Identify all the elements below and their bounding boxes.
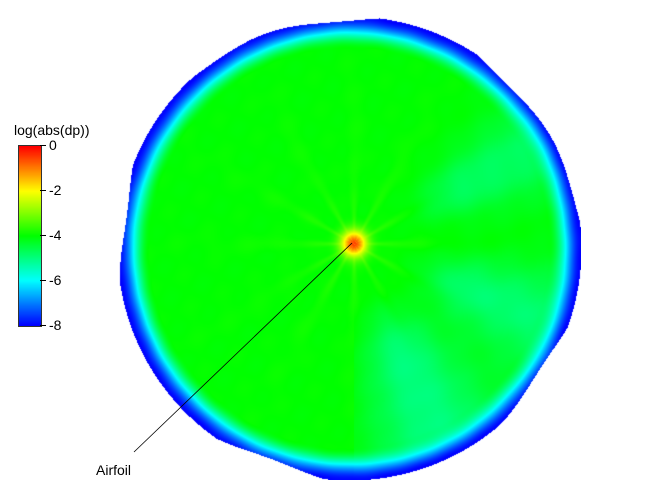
colorbar xyxy=(18,145,42,327)
colorbar-tick: -8 xyxy=(40,318,61,332)
colorbar-tick: 0 xyxy=(40,138,57,152)
tick-mark xyxy=(40,190,46,191)
colorbar-title: log(abs(dp)) xyxy=(14,122,89,138)
tick-label: -4 xyxy=(49,227,61,243)
tick-label: -8 xyxy=(49,317,61,333)
colorbar-tick: -4 xyxy=(40,228,61,242)
figure-container: log(abs(dp)) 0 -2 -4 -6 -8 Airfoil xyxy=(0,0,656,500)
annotation-label: Airfoil xyxy=(96,462,131,478)
tick-mark xyxy=(40,145,46,146)
tick-label: 0 xyxy=(49,137,57,153)
tick-mark xyxy=(40,325,46,326)
tick-label: -2 xyxy=(49,182,61,198)
tick-mark xyxy=(40,280,46,281)
colorbar-tick: -2 xyxy=(40,183,61,197)
tick-label: -6 xyxy=(49,272,61,288)
colorbar-tick: -6 xyxy=(40,273,61,287)
scalar-field-plot xyxy=(117,16,581,480)
tick-mark xyxy=(40,235,46,236)
